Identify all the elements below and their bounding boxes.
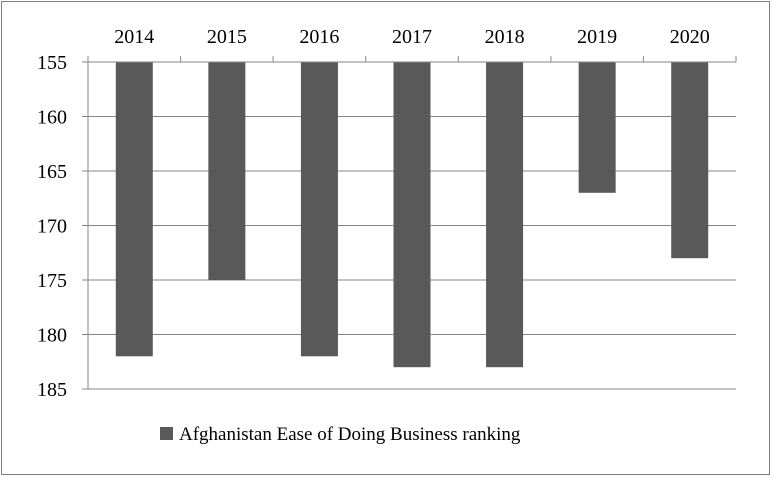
- bar-2020: [671, 62, 709, 259]
- bar-2019: [578, 62, 616, 193]
- x-tick-label-2019: 2019: [577, 26, 617, 48]
- legend: Afghanistan Ease of Doing Business ranki…: [160, 424, 521, 445]
- y-tick-label-160: 160: [37, 107, 67, 129]
- legend-label: Afghanistan Ease of Doing Business ranki…: [179, 424, 521, 445]
- y-tick-label-175: 175: [37, 270, 67, 292]
- bar-2015: [208, 62, 246, 280]
- x-tick-label-2020: 2020: [670, 26, 710, 48]
- x-tick-label-2017: 2017: [392, 26, 432, 48]
- y-tick-label-170: 170: [37, 216, 67, 238]
- bar-2018: [486, 62, 524, 368]
- y-tick-label-185: 185: [37, 379, 67, 401]
- y-tick-label-165: 165: [37, 161, 67, 183]
- legend-swatch: [160, 427, 173, 440]
- bar-2017: [393, 62, 431, 368]
- x-tick-label-2018: 2018: [485, 26, 525, 48]
- bars: [115, 62, 709, 368]
- y-tick-label-180: 180: [37, 325, 67, 347]
- x-tick-labels: 2014 2015 2016 2017 2018 2019 2020: [114, 26, 709, 48]
- y-tick-labels: 155 160 165 170 175 180 185: [37, 52, 67, 401]
- bar-2014: [115, 62, 153, 357]
- y-tick-label-155: 155: [37, 52, 67, 74]
- bar-2016: [300, 62, 338, 357]
- axes: [87, 56, 737, 389]
- x-tick-label-2016: 2016: [299, 26, 339, 48]
- x-tick-label-2014: 2014: [114, 26, 154, 48]
- x-tick-label-2015: 2015: [207, 26, 247, 48]
